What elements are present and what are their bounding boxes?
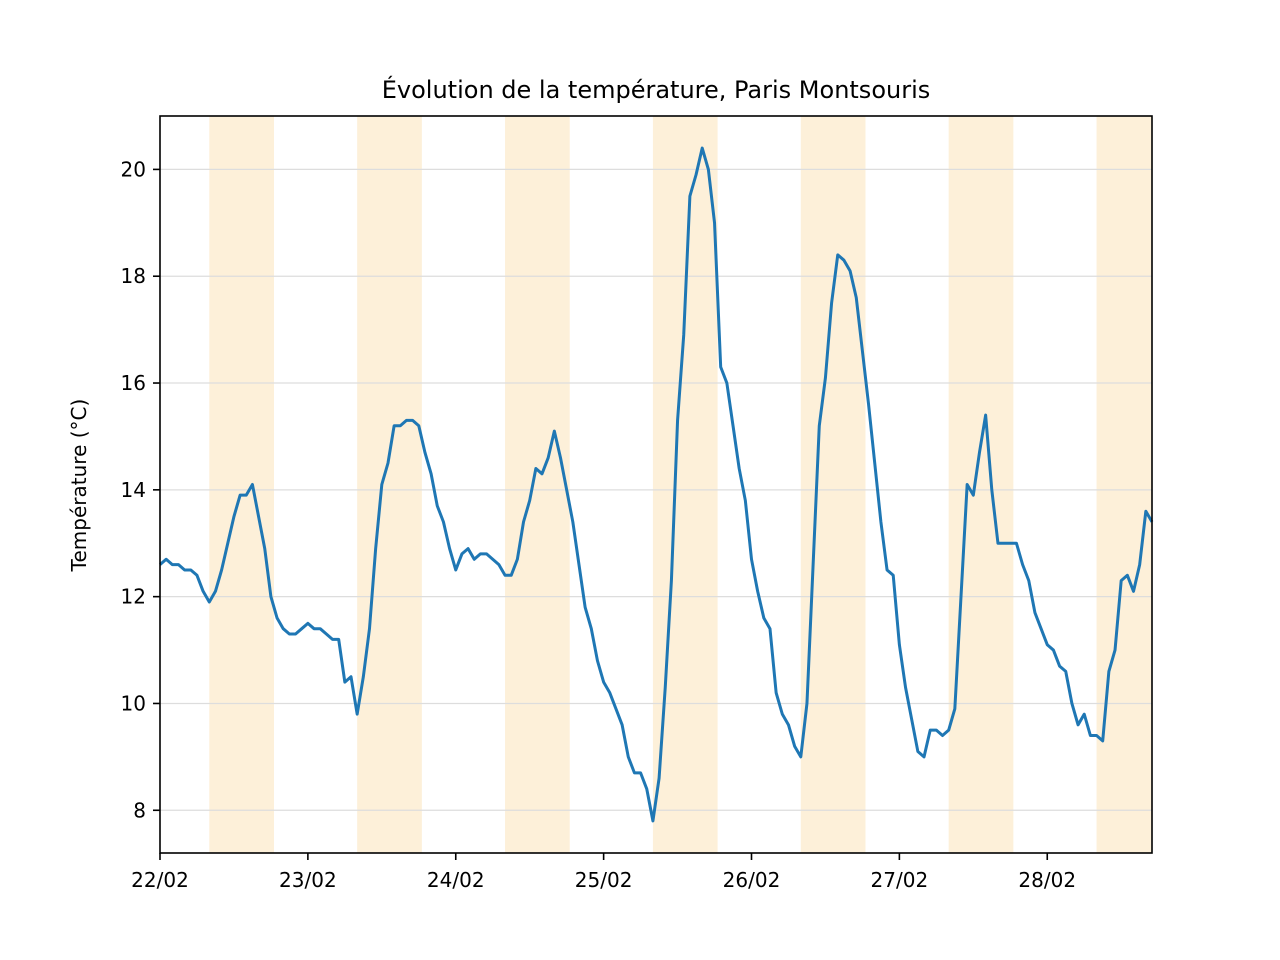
x-tick-label: 26/02 [723, 868, 781, 892]
x-tick-label: 24/02 [427, 868, 485, 892]
x-tick-label: 22/02 [131, 868, 189, 892]
y-tick-label: 20 [121, 157, 146, 181]
y-tick-label: 10 [121, 691, 146, 715]
daytime-bands [209, 116, 1152, 853]
daytime-band [505, 116, 570, 853]
x-axis: 22/02 23/02 24/02 25/02 26/02 27/02 28/02 [131, 853, 1076, 892]
y-tick-label: 8 [133, 798, 146, 822]
y-tick-label: 16 [121, 371, 146, 395]
x-tick-label: 28/02 [1018, 868, 1076, 892]
chart-title: Évolution de la température, Paris Monts… [382, 75, 931, 104]
y-axis: 8 10 12 14 16 18 20 [121, 157, 160, 822]
x-tick-label: 27/02 [871, 868, 929, 892]
y-tick-label: 18 [121, 264, 146, 288]
grid-lines [160, 168, 1152, 811]
daytime-band [800, 116, 866, 853]
daytime-band [209, 116, 274, 853]
x-tick-label: 23/02 [279, 868, 337, 892]
y-tick-label: 14 [121, 478, 146, 502]
y-axis-label: Température (°C) [67, 399, 91, 573]
x-tick-label: 25/02 [575, 868, 633, 892]
daytime-band [357, 116, 422, 853]
y-tick-label: 12 [121, 585, 146, 609]
series-group [159, 146, 1154, 823]
daytime-band [948, 116, 1014, 853]
temperature-line [159, 146, 1154, 823]
daytime-band [1096, 116, 1152, 853]
plot-frame [159, 115, 1153, 854]
